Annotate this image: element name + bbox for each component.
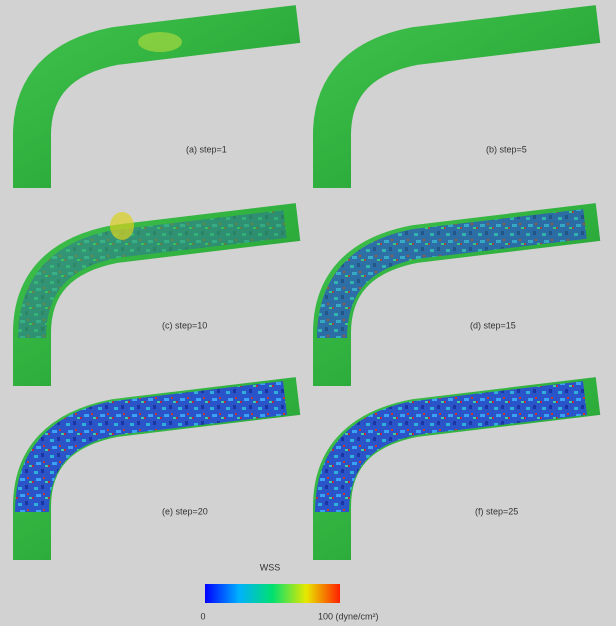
- caption: (d) step=15: [470, 320, 516, 330]
- colorbar-min: 0: [200, 611, 205, 621]
- figure: (a) step=1 (b) step=5 (c) step=10 (d) st…: [0, 0, 616, 626]
- background: [0, 0, 616, 626]
- highlight: [138, 32, 182, 52]
- page: {"panels": [ {"caption": "(a) step=1"}, …: [0, 0, 616, 626]
- caption: (a) step=1: [186, 144, 227, 154]
- caption: (f) step=25: [475, 506, 518, 516]
- colorbar-title: WSS: [260, 562, 281, 572]
- caption: (c) step=10: [162, 320, 207, 330]
- highlight: [110, 212, 134, 240]
- caption: (b) step=5: [486, 144, 527, 154]
- colorbar-max: 100 (dyne/cm²): [318, 611, 379, 621]
- caption: (e) step=20: [162, 506, 208, 516]
- colorbar-gradient: [205, 584, 340, 603]
